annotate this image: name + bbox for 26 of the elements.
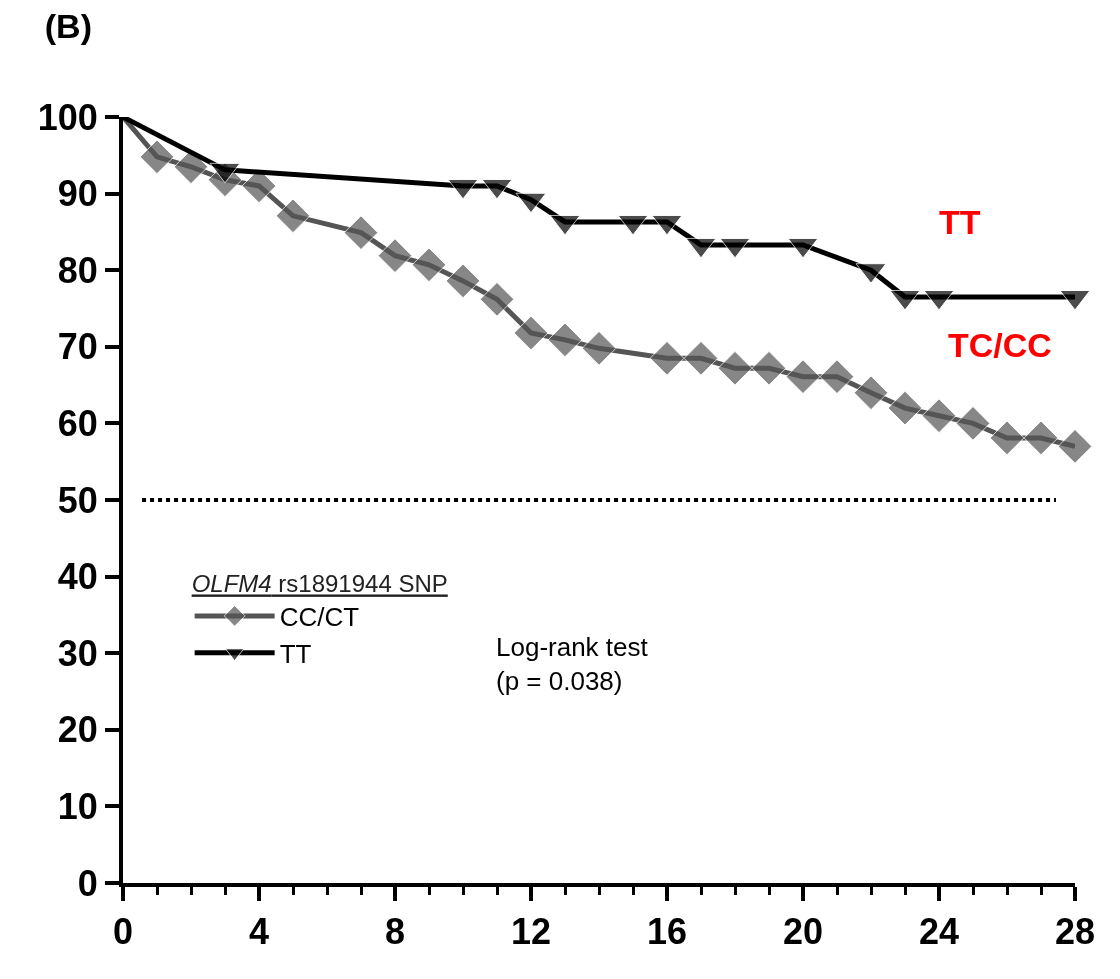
x-tick-label: 0 xyxy=(112,911,134,953)
y-tick-label: 30 xyxy=(57,632,98,674)
y-tick-label: 70 xyxy=(57,326,98,368)
x-tick-label: 8 xyxy=(384,911,406,953)
x-tick-label: 20 xyxy=(782,911,824,953)
y-tick-label: 90 xyxy=(57,173,98,215)
chart-title: (B) xyxy=(44,7,92,46)
y-tick-label: 10 xyxy=(57,786,98,827)
y-tick-label: 60 xyxy=(57,403,98,444)
x-tick-label: 16 xyxy=(646,911,688,953)
y-tick-label: 20 xyxy=(57,709,98,751)
annotation: Log-rank test (p = 0.038) xyxy=(496,632,649,696)
x-tick-label: 24 xyxy=(918,911,960,953)
legend-label: CC/CT xyxy=(279,602,360,633)
y-tick-label: 0 xyxy=(77,862,98,904)
legend-label: TT xyxy=(279,638,312,669)
legend-title: OLFM4 rs1891944 SNP xyxy=(191,570,448,598)
annotation: TC/CC xyxy=(948,326,1052,364)
y-tick-label: 100 xyxy=(37,96,98,138)
y-tick-label: 40 xyxy=(57,556,98,598)
x-tick-label: 28 xyxy=(1054,911,1096,953)
annotation: TT xyxy=(939,203,981,241)
y-tick-label: 80 xyxy=(57,249,98,291)
y-tick-label: 50 xyxy=(57,479,98,521)
x-tick-label: 4 xyxy=(248,911,270,953)
x-tick-label: 12 xyxy=(510,911,552,953)
